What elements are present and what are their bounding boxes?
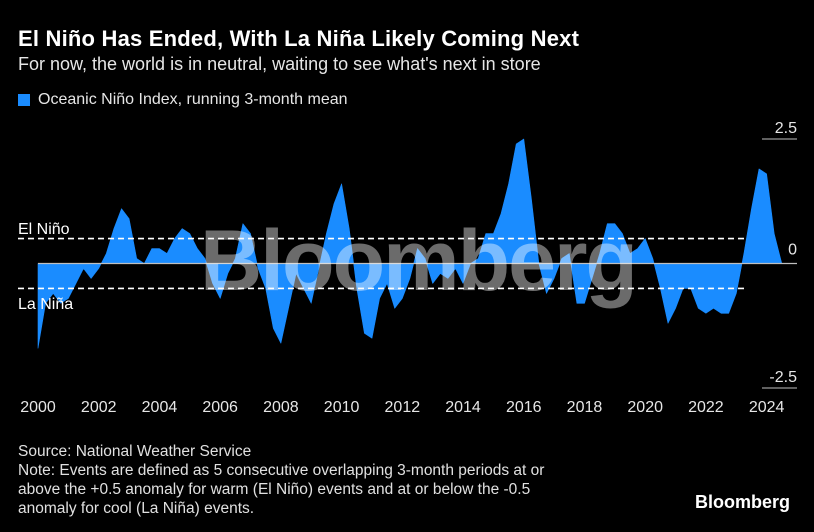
legend-swatch xyxy=(18,94,30,106)
el-nino-label: El Niño xyxy=(18,221,70,238)
legend-label: Oceanic Niño Index, running 3-month mean xyxy=(38,91,348,108)
y-tick-label: -2.5 xyxy=(769,369,797,386)
note-line: anomaly for cool (La Niña) events. xyxy=(18,500,255,517)
la-nina-label: La Niña xyxy=(18,296,73,313)
x-tick-label: 2000 xyxy=(20,399,56,416)
x-tick-label: 2006 xyxy=(202,399,238,416)
x-tick-label: 2002 xyxy=(81,399,117,416)
note-line: above the +0.5 anomaly for warm (El Niño… xyxy=(18,481,531,498)
axis-labels: 2.5 0 -2.5 2000 2002 2004 2006 2008 2010 2012 2014… xyxy=(20,120,797,416)
x-tick-label: 2018 xyxy=(567,399,603,416)
note-line: Note: Events are defined as 5 consecutiv… xyxy=(18,462,545,479)
chart-subtitle: For now, the world is in neutral, waitin… xyxy=(18,54,541,74)
y-tick-label: 2.5 xyxy=(775,120,797,137)
chart-title: El Niño Has Ended, With La Niña Likely C… xyxy=(18,26,580,51)
x-tick-label: 2004 xyxy=(142,399,178,416)
x-tick-label: 2016 xyxy=(506,399,542,416)
brand-logo: Bloomberg xyxy=(694,492,790,512)
watermark: Bloomberg xyxy=(200,213,636,309)
x-tick-label: 2020 xyxy=(627,399,663,416)
x-tick-label: 2012 xyxy=(385,399,421,416)
x-tick-label: 2008 xyxy=(263,399,299,416)
y-tick-label: 0 xyxy=(788,242,797,259)
x-tick-label: 2010 xyxy=(324,399,360,416)
legend: Oceanic Niño Index, running 3-month mean xyxy=(18,91,348,109)
x-tick-label: 2014 xyxy=(445,399,481,416)
footer: Source: National Weather Service Note: E… xyxy=(18,442,658,518)
plot-area xyxy=(18,138,797,349)
source-text: Source: National Weather Service xyxy=(18,443,252,460)
x-tick-label: 2024 xyxy=(749,399,785,416)
x-tick-label: 2022 xyxy=(688,399,724,416)
